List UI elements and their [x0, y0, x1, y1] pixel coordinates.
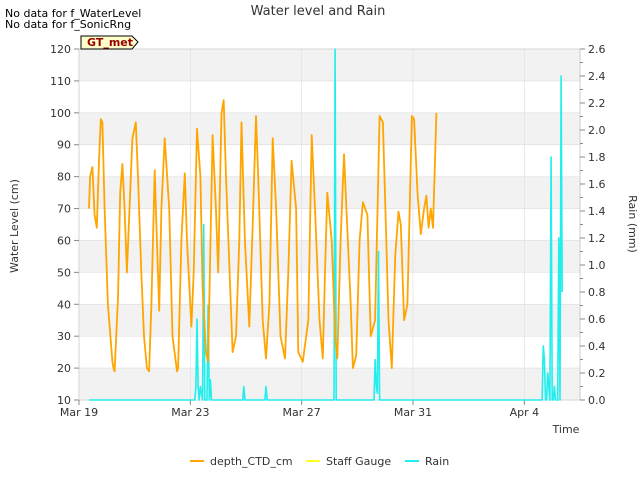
y2-tick-label: 0.2 [588, 367, 606, 380]
y2-tick-label: 2.2 [588, 97, 606, 110]
series-depth-line [88, 99, 438, 373]
y2-tick-label: 0.6 [588, 313, 606, 326]
y-tick-label: 10 [57, 394, 71, 407]
y2-tick-label: 2.4 [588, 70, 606, 83]
y2-tick-label: 0.4 [588, 340, 606, 353]
plot-bands [79, 49, 580, 400]
site-badge-label: GT_met [87, 36, 133, 49]
x-tick-label: Mar 19 [60, 406, 98, 419]
y2-tick-label: 0.8 [588, 286, 606, 299]
no-data-note-sonic-rng: No data for f_SonicRng [5, 18, 132, 31]
y2-tick-label: 2.0 [588, 124, 606, 137]
x-axis: Mar 19 Mar 23 Mar 27 Mar 31 Apr 4 [60, 400, 539, 419]
y-tick-label: 60 [57, 234, 71, 247]
y2-tick-label: 0.0 [588, 394, 606, 407]
x-tick-label: Mar 31 [394, 406, 432, 419]
x-tick-label: Apr 4 [510, 406, 540, 419]
y2-tick-label: 1.8 [588, 151, 606, 164]
x-tick-label: Mar 23 [171, 406, 209, 419]
site-badge: GT_met [80, 35, 139, 50]
chart-title: Water level and Rain [251, 4, 386, 19]
series-layer [88, 48, 563, 401]
y2-tick-label: 2.6 [588, 43, 606, 56]
legend-label-staff: Staff Gauge [326, 455, 391, 468]
y-tick-label: 70 [57, 203, 71, 216]
y-tick-label: 100 [50, 107, 71, 120]
y-tick-label: 90 [57, 139, 71, 152]
plot-band [79, 49, 580, 81]
y2-tick-label: 1.6 [588, 178, 606, 191]
y-axis-label: Water Level (cm) [8, 179, 21, 273]
no-data-note-water-level: No data for f_WaterLevel [5, 7, 142, 20]
y-tick-label: 40 [57, 298, 71, 311]
series-rain-line [89, 48, 563, 401]
legend-label-rain: Rain [425, 455, 449, 468]
y-tick-label: 20 [57, 362, 71, 375]
y-tick-label: 110 [50, 75, 71, 88]
legend-label-depth: depth_CTD_cm [210, 455, 293, 468]
x-tick-label: Mar 27 [283, 406, 321, 419]
y-tick-label: 120 [50, 43, 71, 56]
plot-band [79, 368, 580, 400]
y-tick-label: 30 [57, 330, 71, 343]
y2-tick-label: 1.4 [588, 205, 606, 218]
x-axis-label: Time [552, 423, 580, 436]
y-tick-label: 50 [57, 266, 71, 279]
y2-tick-label: 1.0 [588, 259, 606, 272]
plot-band [79, 304, 580, 337]
legend: depth_CTD_cm Staff Gauge Rain [190, 455, 449, 468]
y-axis-right: 0.0 0.2 0.4 0.6 0.8 1.0 1.2 1.4 1.6 1.8 2.0 2.2 2.4 2… [580, 43, 606, 407]
y-tick-label: 80 [57, 171, 71, 184]
plot-band [79, 240, 580, 273]
y2-tick-label: 1.2 [588, 232, 606, 245]
y2-axis-label: Rain (mm) [626, 195, 639, 253]
y-axis-left: 10 20 30 40 50 60 70 80 90 100 110 120 [50, 43, 79, 407]
plot-band [79, 112, 580, 145]
